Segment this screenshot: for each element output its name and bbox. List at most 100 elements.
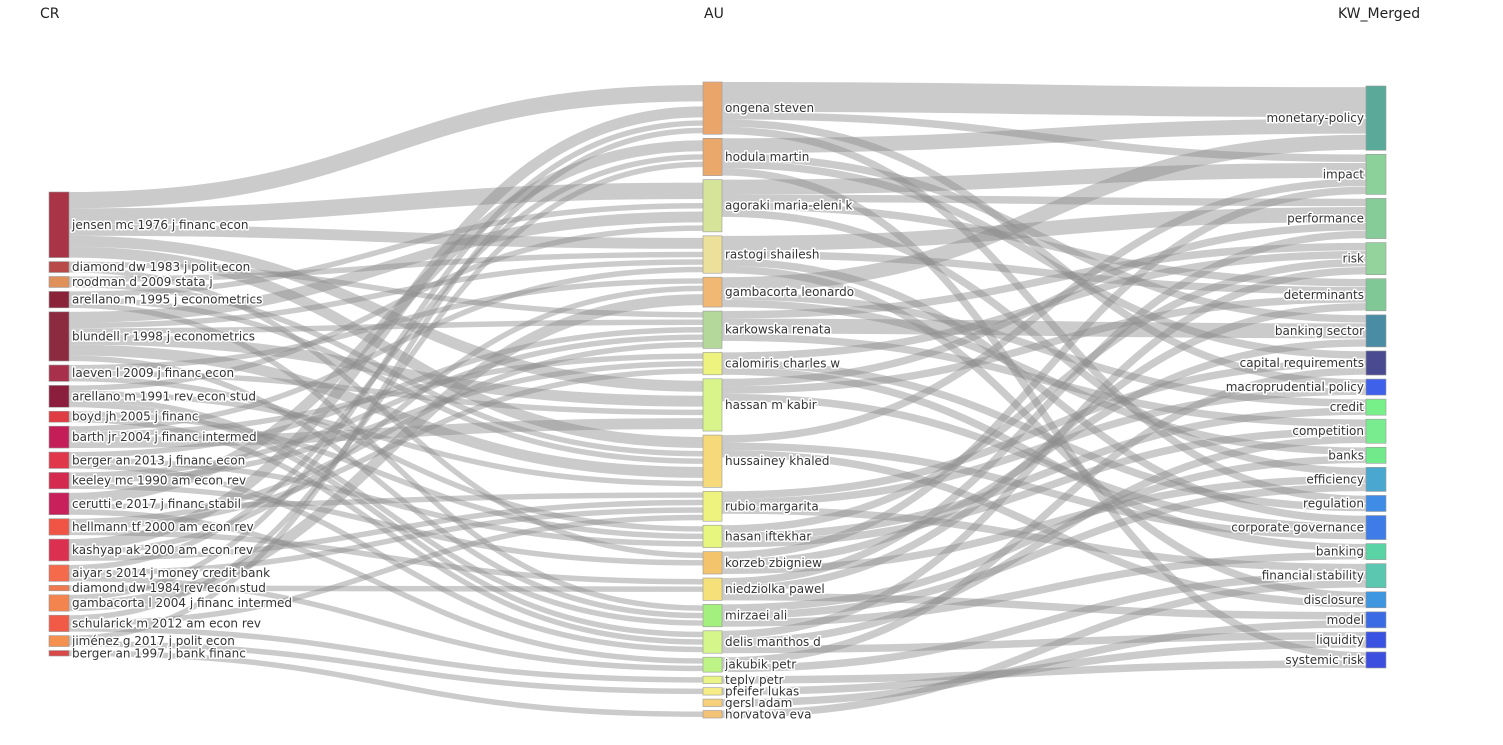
node-au-5[interactable] [702, 310, 723, 349]
node-cr-18[interactable] [48, 635, 70, 647]
node-au-2[interactable] [702, 179, 723, 233]
node-au-18[interactable] [702, 698, 723, 707]
node-kw-10[interactable] [1365, 446, 1387, 464]
node-cr-3[interactable] [48, 291, 70, 309]
node-kw-9[interactable] [1365, 418, 1387, 444]
node-label-au: horvatova eva [725, 707, 812, 721]
node-label-cr: hellmann tf 2000 am econ rev [72, 520, 254, 534]
link-au-kw [721, 201, 1367, 287]
node-kw-19[interactable] [1365, 651, 1387, 669]
link-cr-au [68, 120, 704, 601]
node-au-12[interactable] [702, 577, 723, 601]
node-cr-9[interactable] [48, 451, 70, 469]
node-kw-6[interactable] [1365, 350, 1387, 376]
link-cr-au [68, 161, 704, 621]
link-au-kw [721, 359, 1367, 512]
node-label-cr: berger an 1997 j bank financ [72, 646, 246, 660]
node-kw-14[interactable] [1365, 543, 1387, 560]
link-cr-au [68, 182, 704, 225]
link-cr-au [68, 509, 704, 664]
node-cr-0[interactable] [48, 191, 70, 258]
node-cr-4[interactable] [48, 311, 70, 362]
node-au-16[interactable] [702, 675, 723, 684]
link-au-kw [721, 118, 1367, 154]
node-cr-12[interactable] [48, 518, 70, 536]
link-au-kw [721, 632, 1367, 654]
link-au-kw [721, 178, 1367, 443]
link-cr-au [68, 492, 704, 510]
link-cr-au [68, 106, 704, 551]
link-au-kw [721, 250, 1367, 295]
node-label-au: hodula martin [725, 150, 809, 164]
node-label-au: jakubik petr [724, 658, 796, 672]
link-au-kw [721, 81, 1367, 117]
node-kw-16[interactable] [1365, 591, 1387, 609]
node-au-3[interactable] [702, 235, 723, 274]
node-label-au: rastogi shailesh [725, 248, 819, 262]
node-cr-11[interactable] [48, 492, 70, 516]
node-kw-18[interactable] [1365, 631, 1387, 649]
link-cr-au [68, 585, 704, 592]
link-cr-au [68, 203, 704, 297]
node-au-9[interactable] [702, 491, 723, 522]
link-cr-au [68, 650, 704, 717]
node-label-cr: boyd jh 2005 j financ [72, 410, 198, 424]
node-kw-7[interactable] [1365, 378, 1387, 396]
node-cr-1[interactable] [48, 261, 70, 273]
node-cr-17[interactable] [48, 614, 70, 632]
node-au-6[interactable] [702, 352, 723, 376]
link-cr-au [68, 251, 704, 282]
node-label-cr: arellano m 1995 j econometrics [72, 293, 262, 307]
node-cr-14[interactable] [48, 564, 70, 582]
node-kw-8[interactable] [1365, 398, 1387, 416]
node-cr-10[interactable] [48, 472, 70, 490]
node-au-17[interactable] [702, 687, 723, 696]
link-au-kw [721, 387, 1367, 507]
node-kw-0[interactable] [1365, 85, 1387, 151]
node-kw-17[interactable] [1365, 611, 1387, 629]
link-au-kw [721, 579, 1367, 719]
node-au-14[interactable] [702, 630, 723, 654]
node-au-0[interactable] [702, 81, 723, 135]
link-au-kw [721, 475, 1367, 575]
node-cr-13[interactable] [48, 538, 70, 562]
node-kw-2[interactable] [1365, 198, 1387, 239]
node-label-cr: kashyap ak 2000 am econ rev [72, 543, 253, 557]
node-kw-11[interactable] [1365, 467, 1387, 492]
node-kw-12[interactable] [1365, 495, 1387, 512]
node-au-13[interactable] [702, 604, 723, 628]
link-cr-au [68, 296, 704, 464]
link-cr-au [68, 457, 704, 547]
node-label-au: korzeb zbigniew [725, 556, 822, 570]
node-au-4[interactable] [702, 276, 723, 308]
node-cr-5[interactable] [48, 364, 70, 382]
node-kw-1[interactable] [1365, 153, 1387, 195]
node-kw-3[interactable] [1365, 242, 1387, 275]
node-label-au: ongena steven [725, 101, 814, 115]
node-au-10[interactable] [702, 524, 723, 548]
node-cr-8[interactable] [48, 425, 70, 449]
node-label-cr: aiyar s 2014 j money credit bank [72, 566, 270, 580]
node-label-cr: roodman d 2009 stata j [72, 275, 213, 289]
node-au-8[interactable] [702, 434, 723, 488]
node-cr-6[interactable] [48, 385, 70, 408]
link-cr-au [68, 235, 704, 392]
node-label-cr: blundell r 1998 j econometrics [72, 329, 255, 343]
node-au-1[interactable] [702, 137, 723, 176]
node-kw-4[interactable] [1365, 278, 1387, 312]
node-cr-15[interactable] [48, 585, 70, 592]
node-kw-15[interactable] [1365, 563, 1387, 589]
node-kw-5[interactable] [1365, 314, 1387, 348]
node-cr-19[interactable] [48, 650, 70, 657]
node-label-kw: systemic risk [1285, 653, 1364, 667]
node-cr-2[interactable] [48, 276, 70, 288]
node-au-11[interactable] [702, 551, 723, 575]
node-kw-13[interactable] [1365, 515, 1387, 540]
node-au-7[interactable] [702, 378, 723, 432]
node-label-kw: banking [1316, 545, 1364, 559]
node-au-19[interactable] [702, 710, 723, 719]
node-au-15[interactable] [702, 656, 723, 673]
node-cr-16[interactable] [48, 594, 70, 612]
node-label-kw: capital requirements [1240, 356, 1364, 370]
node-cr-7[interactable] [48, 410, 70, 423]
